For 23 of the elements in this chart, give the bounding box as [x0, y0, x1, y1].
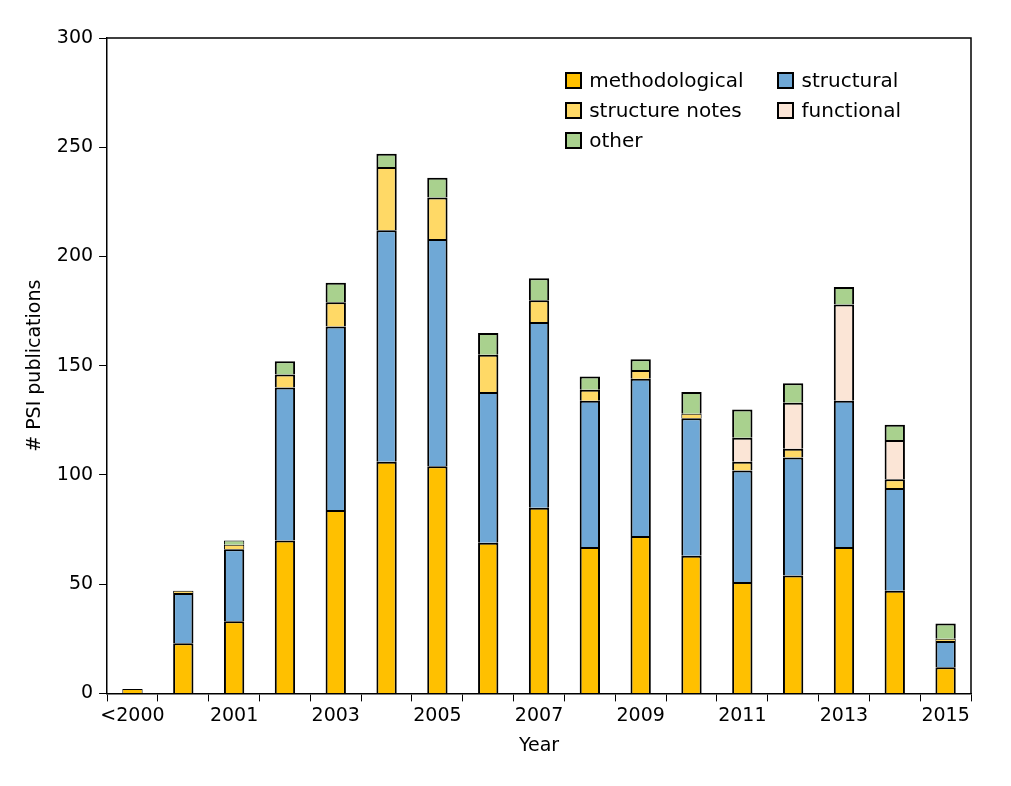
x-tick-label: 2015 — [921, 702, 970, 725]
x-tick-label: <2000 — [100, 702, 165, 725]
y-tick-label: 150 — [56, 352, 94, 375]
x-axis-title: Year — [517, 732, 560, 755]
legend-label: methodological — [589, 68, 744, 92]
y-tick-label: 100 — [56, 461, 94, 484]
x-tick-label: 2009 — [616, 702, 665, 725]
x-tick-label: 2013 — [819, 702, 869, 725]
legend-label: structural — [801, 68, 899, 92]
legend-label: other — [589, 128, 643, 152]
legend-label: structure notes — [589, 98, 742, 122]
y-tick-label: 50 — [68, 571, 94, 594]
x-tick-label: 2011 — [718, 702, 767, 725]
x-tick-label: 2005 — [413, 702, 462, 725]
y-tick-label: 250 — [56, 134, 94, 157]
x-tick-label: 2001 — [209, 702, 259, 725]
y-tick-label: 300 — [56, 24, 94, 47]
y-axis-title: # PSI publications — [22, 279, 45, 452]
legend-label: functional — [801, 98, 901, 122]
x-tick-label: 2007 — [514, 702, 564, 725]
y-tick-label: 200 — [56, 243, 94, 266]
x-tick-label: 2003 — [311, 702, 360, 725]
y-tick-label: 0 — [80, 680, 94, 703]
